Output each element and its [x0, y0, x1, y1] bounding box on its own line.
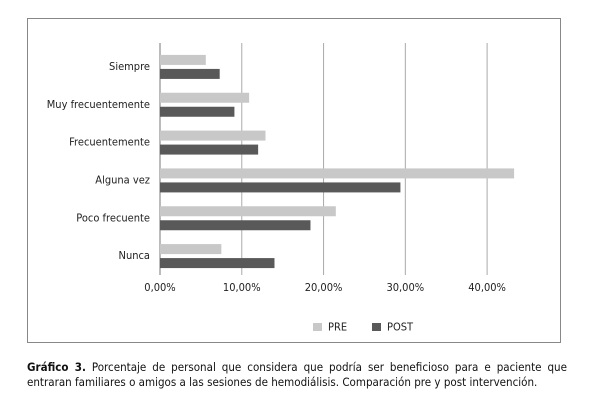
caption-label: Gráfico 3. — [27, 360, 86, 374]
caption-text: Porcentaje de personal que considera que… — [27, 360, 567, 389]
legend-swatch — [313, 323, 322, 331]
bar — [160, 258, 275, 269]
bar — [160, 244, 222, 255]
y-tick-label: Siempre — [109, 60, 150, 73]
y-tick-label: Poco frecuente — [76, 211, 150, 224]
y-tick-label: Muy frecuentemente — [47, 98, 150, 111]
bar — [160, 220, 311, 231]
bar — [160, 54, 206, 65]
bar — [160, 144, 259, 155]
y-tick-label: Nunca — [119, 249, 150, 262]
bar — [160, 106, 235, 117]
legend-swatch — [372, 323, 381, 331]
legend-label: POST — [387, 321, 414, 334]
x-tick-label: 30,00% — [386, 281, 424, 294]
bar — [160, 206, 336, 217]
bar — [160, 92, 250, 103]
x-tick-label: 20,00% — [305, 281, 343, 294]
bar — [160, 168, 515, 179]
legend-label: PRE — [328, 321, 347, 334]
x-tick-label: 0,00% — [144, 281, 175, 294]
x-tick-label: 10,00% — [223, 281, 261, 294]
chart: 0,00% 10,00% 20,00% 30,00% 40,00% Siempre Muy … — [27, 18, 561, 343]
x-tick-label: 40,00% — [468, 281, 506, 294]
bar — [160, 182, 401, 193]
bar — [160, 68, 220, 79]
y-tick-label: Alguna vez — [95, 173, 150, 186]
bar — [160, 130, 266, 141]
y-tick-label: Frecuentemente — [69, 136, 150, 149]
chart-frame — [27, 18, 561, 343]
caption: Gráfico 3. Porcentaje de personal que co… — [27, 360, 567, 390]
